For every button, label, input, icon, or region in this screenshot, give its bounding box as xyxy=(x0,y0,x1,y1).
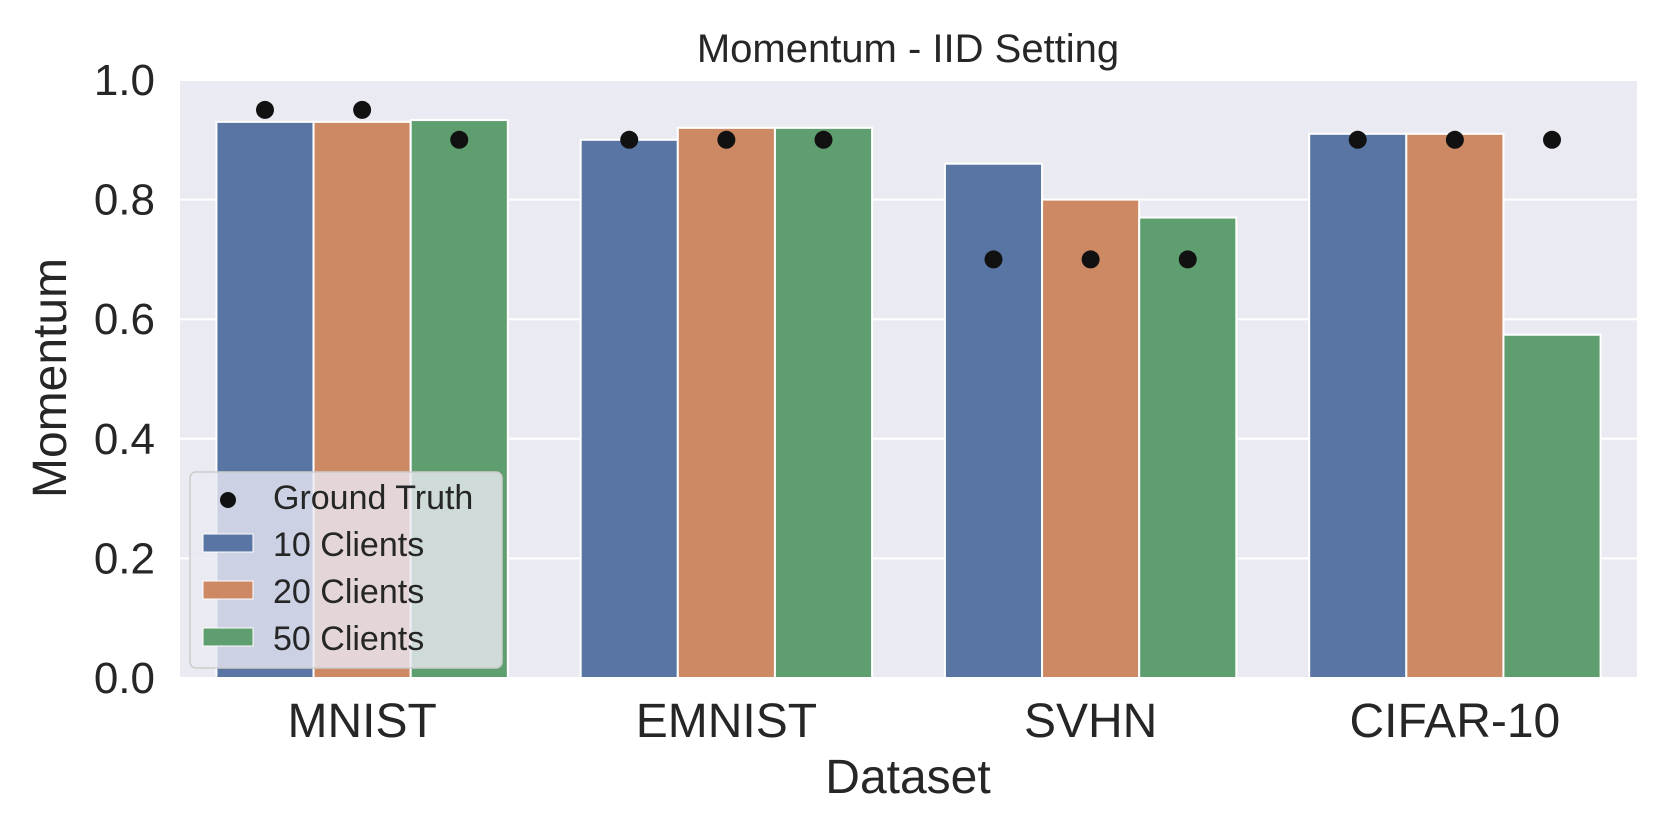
bar xyxy=(1138,216,1238,679)
x-tick-label: SVHN xyxy=(1024,695,1157,748)
ground-truth-point xyxy=(814,130,833,149)
x-axis-label: Dataset xyxy=(825,751,990,804)
bar xyxy=(676,126,776,679)
legend: Ground Truth 10 Clients 20 Clients 50 Clien… xyxy=(189,471,503,669)
x-tick-label: MNIST xyxy=(287,695,436,748)
y-tick-label: 0.0 xyxy=(94,654,155,703)
y-tick-label: 0.8 xyxy=(94,176,155,225)
legend-frame xyxy=(189,471,503,669)
ground-truth-point xyxy=(1543,130,1562,149)
legend-label: Ground Truth xyxy=(273,479,473,517)
x-tick-labels: MNIST EMNIST SVHN CIFAR-10 xyxy=(287,695,1560,748)
ground-truth-points xyxy=(255,100,1562,269)
legend-swatch xyxy=(202,533,254,553)
x-tick-label: EMNIST xyxy=(636,695,817,748)
y-tick-label: 0.2 xyxy=(94,534,155,583)
ground-truth-point xyxy=(1178,250,1197,269)
y-tick-label: 0.4 xyxy=(94,415,155,464)
bar xyxy=(773,126,874,679)
ground-truth-point xyxy=(450,130,469,149)
bar xyxy=(1041,198,1141,679)
legend-swatch xyxy=(202,580,254,600)
bar xyxy=(579,138,679,680)
legend-label: 50 Clients xyxy=(273,620,424,658)
bars xyxy=(215,119,1602,680)
bar xyxy=(1308,132,1408,679)
x-tick-label: CIFAR-10 xyxy=(1350,695,1561,748)
legend-label: 20 Clients xyxy=(273,573,424,611)
y-axis-label: Momentum xyxy=(24,258,77,498)
ground-truth-point xyxy=(1348,130,1367,149)
ground-truth-point xyxy=(255,100,274,119)
legend-label: 10 Clients xyxy=(273,526,424,564)
bar xyxy=(943,162,1044,680)
ground-truth-point xyxy=(1445,130,1464,149)
y-tick-label: 0.6 xyxy=(94,295,155,344)
chart-title: Momentum - IID Setting xyxy=(697,27,1119,71)
ground-truth-point xyxy=(984,250,1003,269)
y-tick-labels: 0.0 0.2 0.4 0.6 0.8 1.0 xyxy=(94,56,155,703)
ground-truth-point xyxy=(353,100,372,119)
ground-truth-point xyxy=(620,130,639,149)
ground-truth-point xyxy=(717,130,736,149)
bar xyxy=(1502,333,1602,679)
legend-swatch xyxy=(202,627,254,647)
legend-marker-ground-truth xyxy=(220,492,236,508)
ground-truth-point xyxy=(1081,250,1100,269)
y-tick-label: 1.0 xyxy=(94,56,155,105)
bar xyxy=(1405,132,1505,679)
